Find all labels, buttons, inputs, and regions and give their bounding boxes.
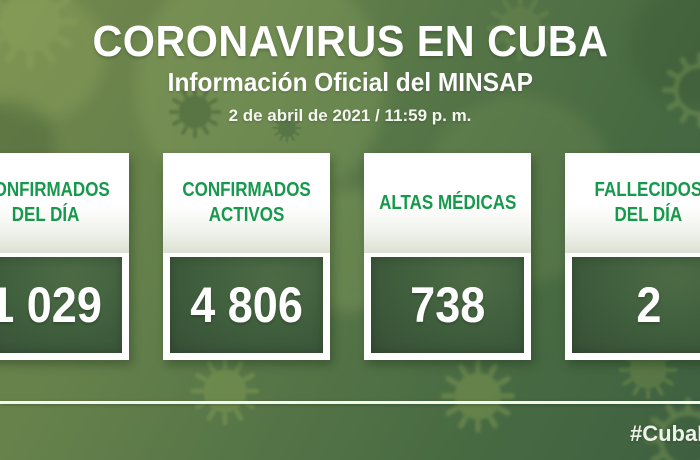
stat-label: CONFIRMADOS DEL DÍA [0, 178, 110, 228]
stat-value-panel: 1 029 [0, 257, 122, 353]
stat-value-panel: 738 [371, 257, 524, 353]
stat-label: CONFIRMADOS ACTIVOS [182, 178, 310, 228]
stat-card-label-area: CONFIRMADOS ACTIVOS [163, 153, 330, 253]
stat-card-confirmados-del-dia: CONFIRMADOS DEL DÍA 1 029 [0, 153, 129, 360]
hashtag: #CubaP [630, 421, 700, 446]
page-title: CORONAVIRUS EN CUBA [0, 0, 700, 64]
stat-card-label-area: CONFIRMADOS DEL DÍA [0, 153, 129, 253]
stat-card-altas-medicas: ALTAS MÉDICAS 738 [364, 153, 531, 360]
stat-label-line: CONFIRMADOS [182, 179, 311, 201]
stat-value: 2 [635, 277, 662, 333]
subtitle: Información Oficial del MINSAP [0, 68, 700, 96]
report-datetime: 2 de abril de 2021 / 11:59 p. m. [228, 106, 472, 125]
stat-value: 4 806 [190, 277, 303, 333]
stat-card-confirmados-activos: CONFIRMADOS ACTIVOS 4 806 [163, 153, 330, 360]
stat-label: FALLECIDOS DEL DÍA [595, 178, 700, 228]
divider-line [0, 401, 700, 404]
stat-label: ALTAS MÉDICAS [379, 191, 516, 216]
stat-value-panel: 2 [572, 257, 700, 353]
stat-card-label-area: FALLECIDOS DEL DÍA [565, 153, 700, 253]
stat-card-fallecidos-del-dia: FALLECIDOS DEL DÍA 2 [565, 153, 700, 360]
stat-label-line: ACTIVOS [208, 204, 285, 226]
header: CORONAVIRUS EN CUBA Información Oficial … [0, 0, 700, 125]
stat-value-panel: 4 806 [170, 257, 323, 353]
stat-label-line: CONFIRMADOS [0, 179, 110, 201]
stat-label-line: DEL DÍA [614, 204, 683, 226]
stat-card-label-area: ALTAS MÉDICAS [364, 153, 531, 253]
stat-value: 1 029 [0, 277, 102, 333]
stat-label-line: FALLECIDOS [594, 179, 700, 201]
stat-cards-row: CONFIRMADOS DEL DÍA 1 029 CONFIRMADOS AC… [0, 153, 700, 360]
stat-value: 738 [409, 277, 486, 333]
page-title-text: CORONAVIRUS EN CUBA [91, 17, 609, 66]
subtitle-text: Información Oficial del MINSAP [167, 67, 533, 97]
stat-label-line: DEL DÍA [11, 204, 80, 226]
stat-label-line: ALTAS MÉDICAS [378, 191, 517, 214]
